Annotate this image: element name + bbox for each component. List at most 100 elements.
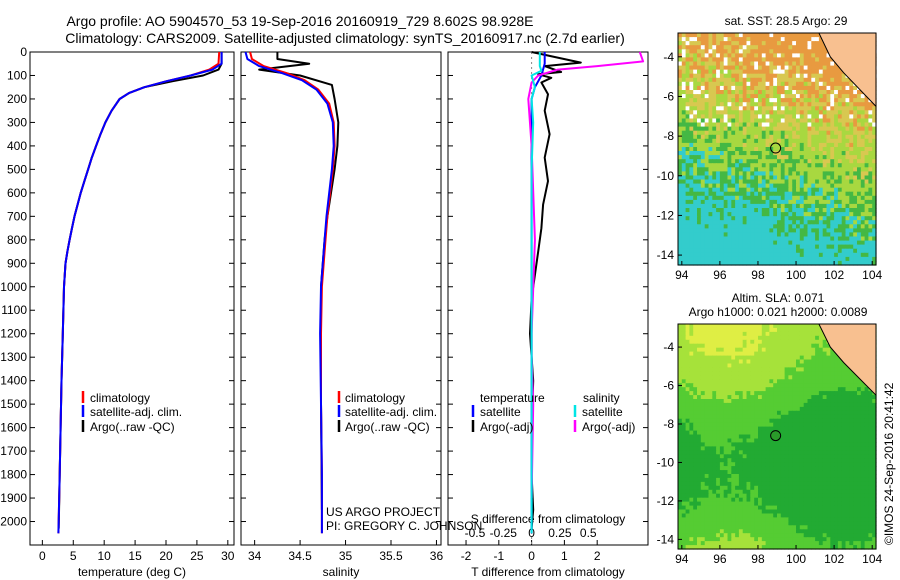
map-cell <box>742 383 748 388</box>
map-cell <box>716 391 721 396</box>
map-cell <box>727 430 732 436</box>
map-cell <box>758 167 763 172</box>
map-cell <box>773 118 778 124</box>
map-cell <box>681 45 687 50</box>
map-cell <box>693 203 698 209</box>
map-cell <box>738 454 744 459</box>
map-cell <box>723 395 729 400</box>
map-cell <box>872 220 877 225</box>
map-cell <box>841 240 847 246</box>
map-cell <box>697 45 702 50</box>
map-cell <box>792 37 797 42</box>
map-cell <box>868 216 873 221</box>
map-cell <box>700 183 706 189</box>
map-cell <box>769 327 774 333</box>
map-cell <box>758 69 763 75</box>
map-cell <box>678 208 683 213</box>
map-cell <box>735 183 740 189</box>
map-cell <box>758 81 763 87</box>
map-cell <box>727 65 732 71</box>
map-cell <box>815 363 820 368</box>
map-cell <box>719 260 725 266</box>
map-cell <box>769 203 774 209</box>
map-cell <box>849 260 854 266</box>
map-cell <box>849 236 854 242</box>
map-cell <box>681 391 687 396</box>
map-cell <box>796 85 801 91</box>
map-cell <box>834 195 839 201</box>
map-cell <box>822 406 828 412</box>
map-cell <box>761 327 767 333</box>
map-cell <box>700 167 706 172</box>
map-cell <box>750 379 755 384</box>
map-cell <box>818 426 824 432</box>
map-cell <box>811 179 816 185</box>
map-cell <box>716 240 721 246</box>
map-cell <box>712 191 717 197</box>
map-cell <box>708 252 713 258</box>
map-cell <box>731 434 736 439</box>
map-cell <box>681 244 687 250</box>
map-cell <box>685 438 690 443</box>
map-cell <box>704 252 710 258</box>
map-cell <box>708 41 713 46</box>
map-cell <box>765 49 770 54</box>
map-cell <box>769 155 774 160</box>
map-cell <box>822 399 828 404</box>
map-cell <box>773 327 778 333</box>
map-cell <box>837 402 843 408</box>
map-cell <box>727 118 732 124</box>
map-cell <box>803 331 809 337</box>
map-cell <box>727 203 732 209</box>
map-cell <box>704 363 710 368</box>
map-cell <box>750 359 755 364</box>
map-cell <box>742 434 748 439</box>
map-cell <box>678 37 683 42</box>
map-cell <box>773 343 778 349</box>
map-cell <box>872 438 877 443</box>
map-cell <box>719 199 725 205</box>
map-cell <box>853 175 858 181</box>
map-cell <box>803 406 809 412</box>
map-cell <box>815 383 820 388</box>
map-cell <box>837 399 843 404</box>
map-cell <box>815 395 820 400</box>
map-cell <box>761 331 767 337</box>
x-tick-label: 35.5 <box>379 549 403 563</box>
map-cell <box>700 395 706 400</box>
map-cell <box>716 395 721 400</box>
map-cell <box>811 426 816 432</box>
map-cell <box>708 347 713 353</box>
map-cell <box>758 240 763 246</box>
map-cell <box>799 414 805 420</box>
map-cell <box>834 142 839 148</box>
map-cell <box>818 446 824 451</box>
map-cell <box>777 414 782 420</box>
map-cell <box>792 426 797 432</box>
map-cell <box>837 359 843 364</box>
map-cell <box>678 228 683 234</box>
map-cell <box>738 73 744 79</box>
map-cell <box>780 244 786 250</box>
map-cell <box>689 175 694 181</box>
map-cell <box>758 110 763 115</box>
map-cell <box>693 81 698 87</box>
map-cell <box>811 399 816 404</box>
map-cell <box>758 212 763 217</box>
map-cell <box>761 65 767 71</box>
map-cell <box>719 57 725 63</box>
map-cell <box>689 90 694 95</box>
map-cell <box>754 422 759 428</box>
map-cell <box>860 244 866 250</box>
map-cell <box>845 118 850 124</box>
map-cell <box>761 228 767 234</box>
map-cell <box>758 49 763 54</box>
map-cell <box>815 430 820 436</box>
map-cell <box>746 126 751 132</box>
map-cell <box>853 187 858 193</box>
map-cell <box>807 98 812 103</box>
map-cell <box>777 49 782 54</box>
map-cell <box>693 391 698 396</box>
map-cell <box>811 402 816 408</box>
map-cell <box>777 244 782 250</box>
